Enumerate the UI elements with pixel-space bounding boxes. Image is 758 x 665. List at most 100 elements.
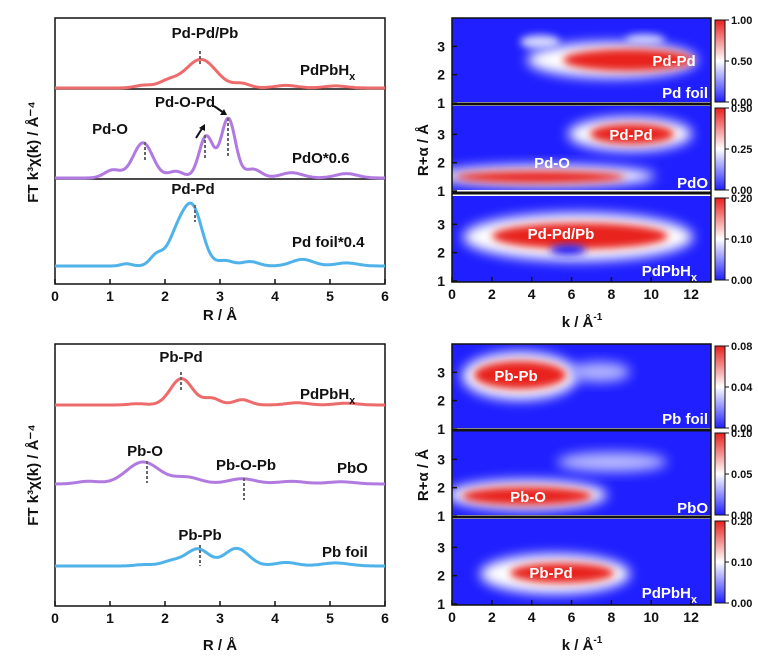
y-tick-label: 1 xyxy=(437,273,445,289)
annotation-pb-pd: Pb-Pd xyxy=(159,349,202,366)
x-tick-label: 6 xyxy=(568,609,576,625)
colorbar-tick-label: 1.00 xyxy=(731,15,752,27)
y-axis-label: R+α / Å xyxy=(415,124,432,176)
x-tick-label: 1 xyxy=(106,610,114,626)
series-line-pd-foil xyxy=(55,201,385,268)
x-tick-label: 1 xyxy=(106,288,114,304)
wt-feature-label: Pd-Pd xyxy=(652,53,695,70)
colorbar xyxy=(714,19,726,103)
colorbar-tick-label: 0.10 xyxy=(731,428,752,440)
wt-panel-label-pbo: PbO xyxy=(677,500,708,517)
x-axis-label: R / Å xyxy=(203,637,237,654)
colorbar-tick-label: 0.20 xyxy=(731,516,752,528)
wt-panel-label-pdo: PdO xyxy=(677,175,708,192)
y-tick-label: 3 xyxy=(437,539,445,555)
series-label-pdpbhx: PdPbHx xyxy=(300,386,356,407)
annotation-pd-pd: Pd-Pd xyxy=(171,181,214,198)
x-axis-ticks: 0 1 2 3 4 5 6 xyxy=(51,601,389,626)
annotation-pd-pd-pb: Pd-Pd/Pb xyxy=(172,25,239,42)
colorbar-tick-label: 0.05 xyxy=(731,469,752,481)
colorbars: 0.000.501.000.000.250.500.000.100.20 xyxy=(714,15,752,287)
wt-feature-label: Pd-Pd/Pb xyxy=(528,226,595,243)
colorbar-tick-label: 0.50 xyxy=(731,103,752,115)
y-tick-label: 3 xyxy=(437,216,445,232)
wt-feature-label: Pb-O xyxy=(510,489,546,506)
annotation-pd-o-pd: Pd-O-Pd xyxy=(155,94,215,111)
colorbars: 0.000.040.080.000.050.100.000.100.20 xyxy=(714,341,753,610)
series-label-pdo: PdO*0.6 xyxy=(292,150,350,167)
wt-pd-frame xyxy=(451,17,712,283)
wt-pb-panel: Pb-Pb Pb-O Pb-Pd Pb foil PbO PdPbHx 1231… xyxy=(415,341,753,654)
colorbar-tick-label: 0.00 xyxy=(731,598,752,610)
arrowhead xyxy=(220,109,227,115)
y-tick-label: 1 xyxy=(437,183,445,199)
x-tick-label: 10 xyxy=(643,609,659,625)
colorbar-tick-label: 0.08 xyxy=(731,341,752,353)
y-tick-label: 2 xyxy=(437,155,445,171)
series-label-pbo: PbO xyxy=(337,460,368,477)
colorbar-tick-label: 0.50 xyxy=(731,56,752,68)
x-tick-label: 6 xyxy=(381,288,389,304)
series-line-pdpbhx xyxy=(55,377,385,407)
y-tick-label: 1 xyxy=(437,508,445,524)
y-tick-label: 2 xyxy=(437,67,445,83)
wt-pd-panel: Pd-Pd Pd-Pd Pd-O Pd-Pd/Pb Pd foil PdO Pd… xyxy=(415,15,752,331)
colorbar-tick-label: 0.00 xyxy=(731,275,752,287)
colorbar-tick-label: 0.25 xyxy=(731,144,752,156)
x-tick-label: 4 xyxy=(528,609,536,625)
wt-feature-label: Pd-Pd xyxy=(609,127,652,144)
series-line-pb-foil xyxy=(55,546,385,568)
annotation-pb-pb: Pb-Pb xyxy=(178,527,221,544)
y-tick-label: 2 xyxy=(437,480,445,496)
x-tick-label: 2 xyxy=(488,609,496,625)
y-tick-label: 2 xyxy=(437,245,445,261)
series-line-pdpbhx xyxy=(55,57,385,90)
wt-panel-label-pb-foil: Pb foil xyxy=(662,411,708,428)
wt-map-pdpbhx xyxy=(452,196,711,282)
series-line-pdo xyxy=(55,116,385,180)
colorbar-tick-label: 0.00 xyxy=(731,185,752,197)
x-tick-label: 10 xyxy=(643,286,659,302)
colorbar-tick-label: 0.10 xyxy=(731,557,752,569)
x-tick-label: 0 xyxy=(51,288,59,304)
x-tick-label: 4 xyxy=(271,610,279,626)
x-tick-label: 5 xyxy=(326,610,334,626)
x-axis-label: R / Å xyxy=(203,307,237,324)
x-tick-label: 8 xyxy=(607,286,615,302)
colorbar-tick-label: 0.00 xyxy=(731,97,752,109)
y-tick-label: 3 xyxy=(437,126,445,142)
wt-feature-label: Pb-Pb xyxy=(494,368,537,385)
ft-pb-panel: Pb-Pd Pb-O Pb-O-Pb Pb-Pb PdPbHx PbO Pb f… xyxy=(25,343,389,654)
arrowhead xyxy=(199,124,205,131)
x-tick-label: 0 xyxy=(448,286,456,302)
colorbar xyxy=(714,345,726,429)
wt-map-pdpbhx xyxy=(452,519,711,605)
y-tick-label: 1 xyxy=(437,596,445,612)
x-tick-label: 12 xyxy=(683,609,699,625)
y-tick-label: 3 xyxy=(437,38,445,54)
x-axis-ticks: 0 2 4 6 8 10 12 xyxy=(448,600,699,625)
wt-map-pb-foil xyxy=(452,344,711,428)
y-axis-ticks: 1 2 3 1 2 3 1 2 3 xyxy=(437,364,457,612)
y-axis-label: FT k³χ(k) / Å⁻⁴ xyxy=(25,101,42,202)
colorbar xyxy=(714,107,726,191)
wt-panel-label-pdpbhx: PdPbHx xyxy=(642,263,698,284)
x-axis-label: k / Å-1 xyxy=(562,312,603,331)
annotation-pb-o-pb: Pb-O-Pb xyxy=(216,457,276,474)
colorbar xyxy=(714,197,726,281)
y-axis-label: FT k³χ(k) / Å⁻⁴ xyxy=(25,424,42,525)
annotation-pb-o: Pb-O xyxy=(127,443,163,460)
colorbar xyxy=(714,520,726,604)
series-label-pd-foil: Pd foil*0.4 xyxy=(292,234,365,251)
wt-panel-label-pdpbhx: PdPbHx xyxy=(642,585,698,606)
x-tick-label: 2 xyxy=(161,288,169,304)
y-tick-label: 2 xyxy=(437,393,445,409)
wt-panel-label-pd-foil: Pd foil xyxy=(662,85,708,102)
colorbar-tick-label: 0.00 xyxy=(731,423,752,435)
x-tick-label: 6 xyxy=(568,286,576,302)
x-tick-label: 0 xyxy=(448,609,456,625)
x-tick-label: 8 xyxy=(607,609,615,625)
x-tick-label: 5 xyxy=(326,288,334,304)
annotation-pd-o: Pd-O xyxy=(92,121,128,138)
